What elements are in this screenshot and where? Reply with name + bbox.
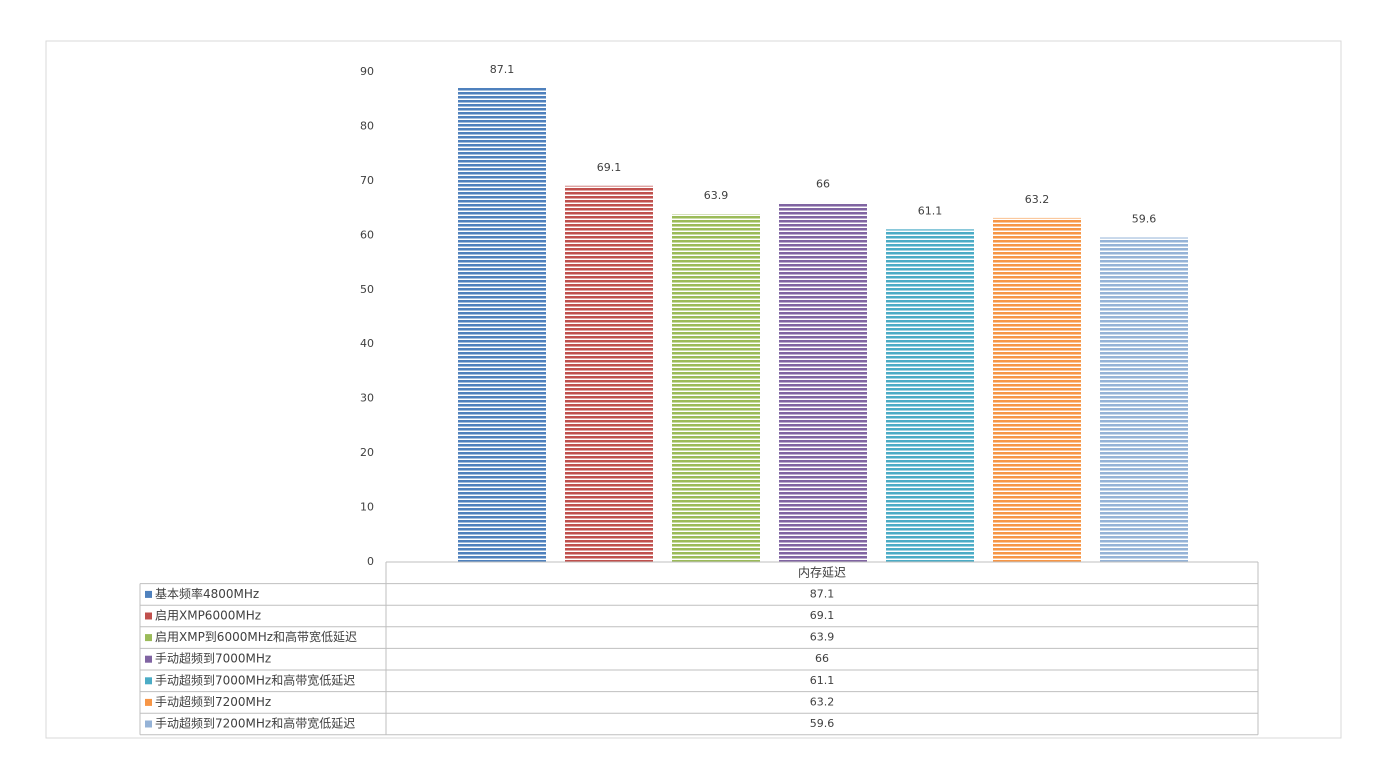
bar: [458, 87, 546, 563]
value-label: 63.9: [704, 189, 729, 202]
table-value: 69.1: [810, 609, 835, 622]
y-tick-label: 20: [360, 446, 374, 459]
y-tick-label: 90: [360, 65, 374, 78]
y-tick-label: 40: [360, 337, 374, 350]
legend-label: 基本频率4800MHz: [155, 586, 259, 601]
value-label: 63.2: [1025, 193, 1050, 206]
value-label: 66: [816, 178, 830, 191]
legend-key: [145, 612, 152, 620]
legend-label: 启用XMP6000MHz: [155, 609, 261, 623]
bar: [779, 202, 867, 562]
legend-label: 手动超频到7000MHz: [155, 651, 271, 666]
legend-key: [145, 720, 152, 728]
y-tick-label: 70: [360, 174, 374, 187]
value-label: 69.1: [597, 161, 622, 174]
y-tick-label: 60: [360, 228, 374, 241]
value-label: 59.6: [1132, 213, 1157, 226]
legend-label: 手动超频到7200MHz和高带宽低延迟: [155, 716, 355, 731]
y-tick-label: 50: [360, 283, 374, 296]
value-label: 61.1: [918, 204, 943, 217]
y-tick-label: 80: [360, 119, 374, 132]
legend-label: 启用XMP到6000MHz和高带宽低延迟: [155, 629, 357, 644]
legend-label: 手动超频到7200MHz: [155, 694, 271, 709]
legend-key: [145, 590, 152, 598]
table-value: 66: [815, 652, 829, 665]
y-tick-label: 30: [360, 392, 374, 405]
legend-key: [145, 677, 152, 685]
table-value: 59.6: [810, 717, 835, 730]
legend-key: [145, 698, 152, 706]
y-tick-label: 10: [360, 501, 374, 514]
value-label: 87.1: [490, 63, 515, 76]
bar: [672, 214, 760, 562]
table-value: 63.9: [810, 631, 835, 644]
legend-label: 手动超频到7000MHz和高带宽低延迟: [155, 672, 355, 687]
bar: [565, 185, 653, 563]
y-tick-label: 0: [367, 555, 374, 568]
category-label: 内存延迟: [798, 565, 846, 579]
legend-key: [145, 634, 152, 642]
bar: [886, 229, 974, 562]
bar: [993, 217, 1081, 562]
bar: [1100, 237, 1188, 562]
legend-key: [145, 655, 152, 663]
table-value: 63.2: [810, 695, 835, 708]
table-value: 61.1: [810, 674, 835, 687]
table-value: 87.1: [810, 587, 835, 600]
